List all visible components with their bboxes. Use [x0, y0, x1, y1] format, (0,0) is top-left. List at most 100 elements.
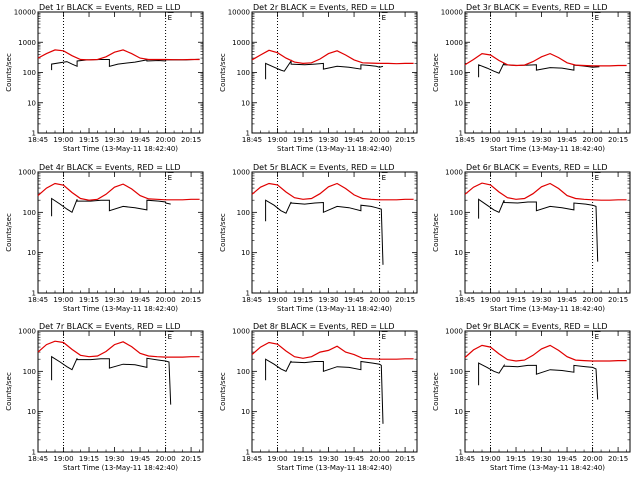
y-tick-label: 10: [454, 408, 463, 416]
y-tick-label: 1000: [445, 39, 463, 47]
x-tick-label: 19:30: [531, 136, 551, 144]
plot-frame: [251, 11, 418, 134]
y-tick-label: 10: [454, 99, 463, 107]
marker-label: E: [168, 174, 172, 182]
y-tick-label: 10: [454, 249, 463, 257]
lld-rate-line: [251, 182, 414, 201]
plot-frame: [37, 11, 204, 134]
x-tick-label: 19:00: [480, 455, 500, 463]
x-tick-label: 19:45: [344, 455, 364, 463]
panel-det-3r: Det 3r BLACK = Events, RED = LLD 1 10 100 10…: [432, 3, 631, 153]
lld-rate-line: [37, 182, 200, 201]
y-axis-label: Counts/sec: [219, 213, 227, 252]
x-tick-label: 19:00: [53, 296, 73, 304]
x-tick-label: 19:45: [557, 296, 577, 304]
panel-det-5r: Det 5r BLACK = Events, RED = LLD 1 10 100 10…: [219, 163, 418, 313]
panel-title: Det 8r BLACK = Events, RED = LLD: [253, 322, 395, 331]
x-tick-label: 19:00: [480, 136, 500, 144]
event-rate-line: [51, 58, 200, 71]
panel-det-6r: Det 6r BLACK = Events, RED = LLD 1 10 100 10…: [432, 163, 631, 313]
y-axis-label: Counts/sec: [5, 372, 13, 411]
x-axis-label: Start Time (13-May-11 18:42:40): [490, 464, 605, 472]
plot-frame: [464, 11, 631, 134]
lld-rate-line: [464, 52, 627, 67]
panel-det-7r: Det 7r BLACK = Events, RED = LLD 1 10 100 10…: [5, 322, 204, 472]
x-tick-label: 19:45: [557, 136, 577, 144]
event-rate-line: [51, 197, 171, 217]
y-tick-label: 1000: [232, 328, 250, 336]
x-tick-label: 20:00: [369, 136, 389, 144]
x-tick-label: 19:30: [104, 296, 124, 304]
y-tick-label: 1: [246, 130, 250, 138]
x-axis-label: Start Time (13-May-11 18:42:40): [490, 145, 605, 153]
x-axis-label: Start Time (13-May-11 18:42:40): [63, 145, 178, 153]
x-tick-label: 19:45: [130, 455, 150, 463]
lld-rate-line: [37, 49, 200, 61]
x-tick-label: 19:30: [531, 455, 551, 463]
y-tick-label: 1000: [232, 39, 250, 47]
panel-det-2r: Det 2r BLACK = Events, RED = LLD 1 10 100 10…: [219, 3, 418, 153]
y-tick-label: 10: [241, 99, 250, 107]
x-axis-label: Start Time (13-May-11 18:42:40): [63, 464, 178, 472]
x-tick-label: 19:30: [531, 296, 551, 304]
x-tick-label: 19:00: [267, 136, 287, 144]
y-tick-label: 1000: [232, 169, 250, 177]
x-tick-label: 19:00: [267, 296, 287, 304]
x-tick-label: 19:15: [293, 296, 313, 304]
x-tick-label: 19:15: [506, 296, 526, 304]
y-axis-label: Counts/sec: [5, 53, 13, 92]
x-tick-label: 20:00: [155, 296, 175, 304]
x-tick-label: 19:00: [267, 455, 287, 463]
x-tick-label: 18:45: [455, 296, 475, 304]
panel-title: Det 9r BLACK = Events, RED = LLD: [466, 322, 608, 331]
x-tick-label: 18:45: [242, 296, 262, 304]
event-rate-line: [265, 59, 384, 80]
y-axis-label: Counts/sec: [432, 53, 440, 92]
y-tick-label: 100: [237, 368, 250, 376]
x-axis-label: Start Time (13-May-11 18:42:40): [277, 464, 392, 472]
x-tick-label: 19:15: [79, 136, 99, 144]
panel-title: Det 1r BLACK = Events, RED = LLD: [39, 3, 181, 12]
y-tick-label: 10000: [441, 9, 463, 17]
y-tick-label: 10: [27, 99, 36, 107]
x-tick-label: 19:30: [318, 455, 338, 463]
x-tick-label: 19:00: [53, 455, 73, 463]
plot-frame: [37, 171, 204, 294]
panel-title: Det 4r BLACK = Events, RED = LLD: [39, 163, 181, 172]
event-rate-line: [51, 355, 172, 405]
y-axis-label: Counts/sec: [432, 372, 440, 411]
x-tick-label: 20:15: [608, 455, 628, 463]
y-tick-label: 100: [450, 69, 463, 77]
x-tick-label: 18:45: [28, 455, 48, 463]
marker-label: E: [382, 14, 386, 22]
x-tick-label: 20:00: [582, 136, 602, 144]
x-axis-label: Start Time (13-May-11 18:42:40): [277, 145, 392, 153]
event-rate-line: [265, 358, 384, 424]
x-axis-label: Start Time (13-May-11 18:42:40): [277, 305, 392, 313]
panel-det-8r: Det 8r BLACK = Events, RED = LLD 1 10 100 10…: [219, 322, 418, 472]
x-tick-label: 20:00: [155, 455, 175, 463]
x-tick-label: 20:15: [181, 455, 201, 463]
x-tick-label: 19:30: [104, 136, 124, 144]
y-tick-label: 1: [246, 290, 250, 298]
event-rate-line: [478, 362, 599, 400]
x-tick-label: 19:00: [53, 136, 73, 144]
event-rate-line: [478, 198, 599, 262]
plot-frame: [251, 330, 418, 453]
x-tick-label: 20:00: [369, 296, 389, 304]
y-tick-label: 100: [237, 69, 250, 77]
lld-rate-line: [37, 340, 200, 358]
x-tick-label: 20:15: [395, 296, 415, 304]
x-tick-label: 19:15: [293, 455, 313, 463]
y-tick-label: 1000: [18, 169, 36, 177]
x-tick-label: 19:45: [344, 296, 364, 304]
y-axis-label: Counts/sec: [432, 213, 440, 252]
y-tick-label: 100: [450, 209, 463, 217]
lld-rate-line: [251, 341, 414, 360]
panel-det-1r: Det 1r BLACK = Events, RED = LLD 1 10 100 10…: [5, 3, 204, 153]
x-tick-label: 19:45: [344, 136, 364, 144]
y-tick-label: 100: [23, 69, 36, 77]
y-tick-label: 100: [237, 209, 250, 217]
marker-label: E: [595, 14, 599, 22]
